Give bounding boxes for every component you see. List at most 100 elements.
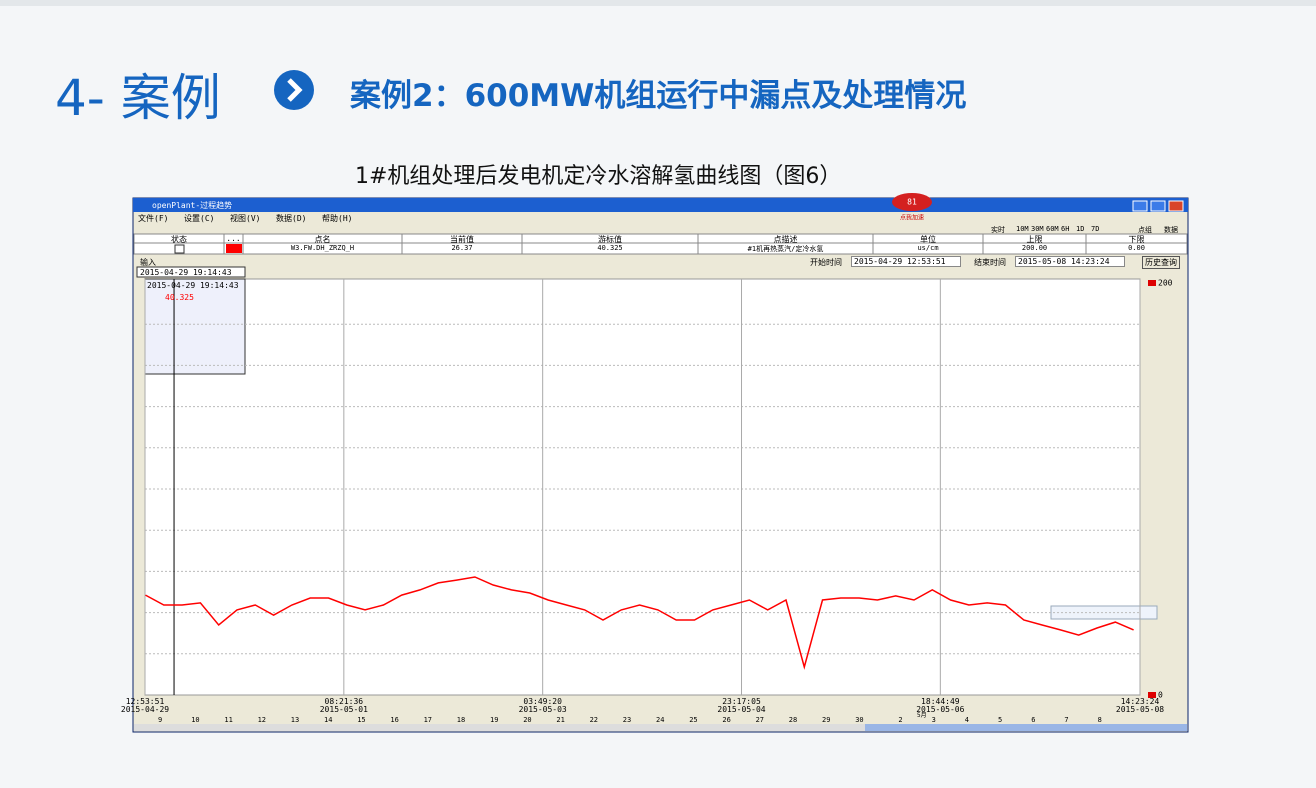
- day-label: 4: [964, 716, 970, 724]
- arrow-icon: [274, 70, 314, 110]
- day-label: 6: [1031, 716, 1036, 724]
- day-label: 23: [622, 716, 632, 724]
- day-label: 30: [855, 716, 864, 724]
- table-header: 点名: [314, 235, 331, 244]
- day-label: 28: [788, 716, 798, 724]
- table-cell: 200.00: [1021, 244, 1048, 252]
- table-header: 当前值: [450, 235, 474, 244]
- caption: 1#机组处理后发电机定冷水溶解氢曲线图（图6）: [355, 164, 842, 189]
- table-cell: 40.325: [597, 244, 623, 252]
- day-label: 13: [290, 716, 300, 724]
- table-cell: #1机再热蒸汽/定冷水氢: [747, 245, 824, 253]
- x-tick-label: 12:53:51 2015-04-29: [120, 697, 170, 714]
- x-tick-label: 18:44:49 2015-05-06: [916, 697, 965, 714]
- day-label: 21: [556, 716, 565, 724]
- x-tick-label: 08:21:36 2015-05-01: [319, 697, 368, 714]
- day-label: 10: [191, 716, 200, 724]
- range-button[interactable]: 1D: [1076, 225, 1085, 233]
- scroll-thumb[interactable]: [865, 724, 1187, 731]
- scrollbar[interactable]: [134, 724, 1187, 731]
- y-tick-label: 0: [1158, 691, 1163, 700]
- day-label: 18: [456, 716, 466, 724]
- range-button[interactable]: 10M: [1016, 225, 1029, 233]
- range-button[interactable]: 30M: [1031, 225, 1044, 233]
- table-header: 下限: [1128, 235, 1145, 244]
- cursor-time-box: [136, 266, 246, 278]
- end-label: 结束时间: [974, 258, 1006, 267]
- day-label: 9: [158, 716, 163, 724]
- top-band: [0, 0, 1316, 6]
- badge-text: 81: [907, 198, 917, 207]
- x-tick-label: 14:23:24 2015-05-08: [1115, 697, 1165, 714]
- tooltip-time: 2015-04-29 19:14:43: [147, 281, 239, 290]
- checkbox[interactable]: [174, 244, 185, 254]
- menu-item: 视图(V): [230, 214, 261, 223]
- table-cell: 26.37: [451, 244, 473, 252]
- color-swatch: [226, 244, 242, 253]
- minimize[interactable]: [1132, 200, 1148, 212]
- day-label: 16: [390, 716, 399, 724]
- start-time[interactable]: 2015-04-29 12:53:51: [851, 256, 961, 267]
- badge[interactable]: [892, 193, 932, 211]
- heading: 案例2：600MW机组运行中漏点及处理情况: [350, 78, 967, 114]
- close[interactable]: [1168, 200, 1184, 212]
- y-tick-label: 200: [1158, 279, 1173, 288]
- day-label: 26: [722, 716, 731, 724]
- start-label: 开始时间: [810, 258, 842, 267]
- range-button[interactable]: 60M: [1046, 225, 1059, 233]
- range-button[interactable]: 6H: [1061, 225, 1070, 233]
- tooltip-value: 40.325: [165, 293, 194, 302]
- day-label: 22: [589, 716, 599, 724]
- day-label: 3: [931, 716, 936, 724]
- menu-item: 文件(F): [138, 214, 169, 223]
- table-header: 状态: [171, 235, 187, 244]
- plot-area: [144, 278, 1141, 696]
- view-button[interactable]: 数据: [1164, 226, 1178, 234]
- maximize[interactable]: [1150, 200, 1166, 212]
- day-label: 27: [755, 716, 765, 724]
- day-label: 17: [423, 716, 433, 724]
- table-header: ...: [226, 234, 241, 243]
- day-label: 15: [357, 716, 366, 724]
- table-header: 点描述: [773, 235, 798, 244]
- arrow-chevron: [287, 78, 303, 102]
- menu-item: 设置(C): [184, 214, 215, 223]
- table-cell: 0.00: [1128, 244, 1145, 252]
- x-tick-label: 03:49:20 2015-05-03: [518, 697, 567, 714]
- y-tick-marker: [1148, 280, 1156, 286]
- menu-item: 数据(D): [276, 214, 307, 223]
- input-label: 输入: [140, 258, 156, 267]
- day-label: 11: [224, 716, 233, 724]
- section-title: 4- 案例: [55, 69, 221, 127]
- x-tick-label: 23:17:05 2015-05-04: [717, 697, 766, 714]
- day-label: 12: [257, 716, 267, 724]
- menu-item: 帮助(H): [322, 214, 353, 223]
- y-tick-marker: [1148, 692, 1156, 698]
- day-label: 29: [822, 716, 831, 724]
- title-bar: [133, 198, 1188, 212]
- cursor-time: 2015-04-29 19:14:43: [140, 268, 232, 277]
- day-label: 20: [523, 716, 532, 724]
- month-label: 5月: [917, 712, 927, 719]
- end-time[interactable]: 2015-05-08 14:23:24: [1015, 256, 1125, 267]
- query-button[interactable]: 历史查询: [1142, 256, 1180, 269]
- table-header: 上限: [1026, 235, 1043, 244]
- day-label: 5: [998, 716, 1003, 724]
- badge-label: 点我加速: [900, 214, 924, 222]
- day-label: 19: [490, 716, 499, 724]
- table-header: 游标值: [598, 235, 622, 244]
- cursor-tooltip: [144, 278, 246, 375]
- day-label: 8: [1097, 716, 1102, 724]
- range-button[interactable]: 实时: [991, 226, 1005, 234]
- day-label: 25: [689, 716, 698, 724]
- window-title: openPlant-过程趋势: [152, 201, 233, 210]
- view-button[interactable]: 点组: [1138, 226, 1152, 234]
- day-label: 14: [324, 716, 333, 724]
- table-cell: us/cm: [917, 244, 939, 252]
- day-label: 7: [1064, 716, 1069, 724]
- range-button[interactable]: 7D: [1091, 225, 1100, 233]
- trend-line: [145, 576, 1134, 670]
- table-cell: W3.FW.DH_ZRZQ_H: [290, 244, 355, 252]
